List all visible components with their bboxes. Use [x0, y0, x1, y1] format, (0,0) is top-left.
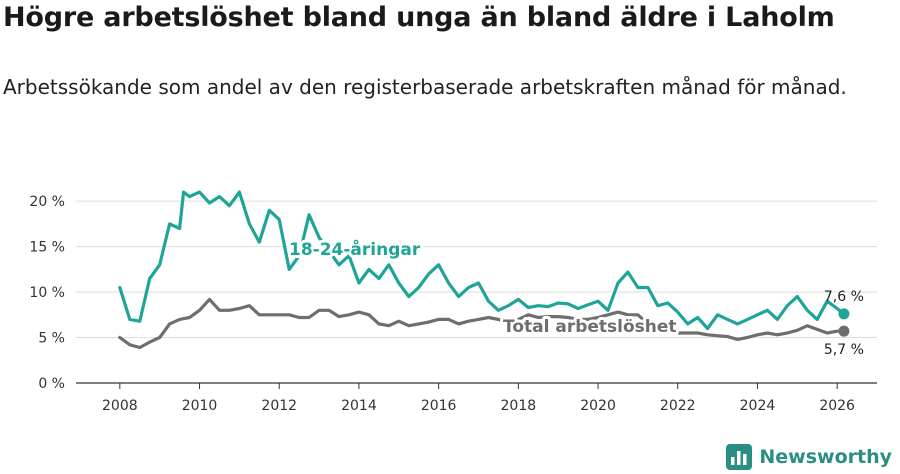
y-tick-label: 5 %	[38, 331, 65, 347]
brand-name: Newsworthy	[759, 446, 892, 468]
x-tick-label: 2008	[102, 398, 138, 414]
series-end-point-youth	[838, 308, 850, 320]
x-tick-label: 2018	[501, 398, 537, 414]
series-label-youth: 18-24-åringar	[289, 238, 421, 260]
series-end-point-total	[838, 325, 850, 337]
chart-subtitle: Arbetssökande som andel av den registerb…	[3, 75, 847, 99]
x-tick-label: 2010	[182, 398, 218, 414]
series-label-total: Total arbetslöshet	[503, 317, 677, 337]
end-value-label-youth: 7,6 %	[824, 289, 864, 305]
x-tick-label: 2026	[819, 398, 855, 414]
y-tick-label: 10 %	[29, 285, 65, 301]
newsworthy-brand: Newsworthy	[726, 444, 892, 470]
x-tick-label: 2012	[261, 398, 297, 414]
x-tick-label: 2022	[660, 398, 696, 414]
chart-title: Högre arbetslöshet bland unga än bland ä…	[3, 2, 835, 33]
series-line-total	[118, 297, 846, 350]
bar-chart-logo-icon	[726, 444, 753, 470]
x-tick-label: 2016	[421, 398, 457, 414]
y-tick-label: 15 %	[29, 240, 65, 256]
y-tick-label: 20 %	[29, 194, 65, 210]
x-tick-label: 2024	[740, 398, 776, 414]
x-tick-label: 2020	[580, 398, 616, 414]
series-line-youth	[118, 190, 846, 331]
y-tick-label: 0 %	[38, 376, 65, 392]
end-value-label-total: 5,7 %	[824, 342, 864, 358]
x-tick-label: 2014	[341, 398, 377, 414]
